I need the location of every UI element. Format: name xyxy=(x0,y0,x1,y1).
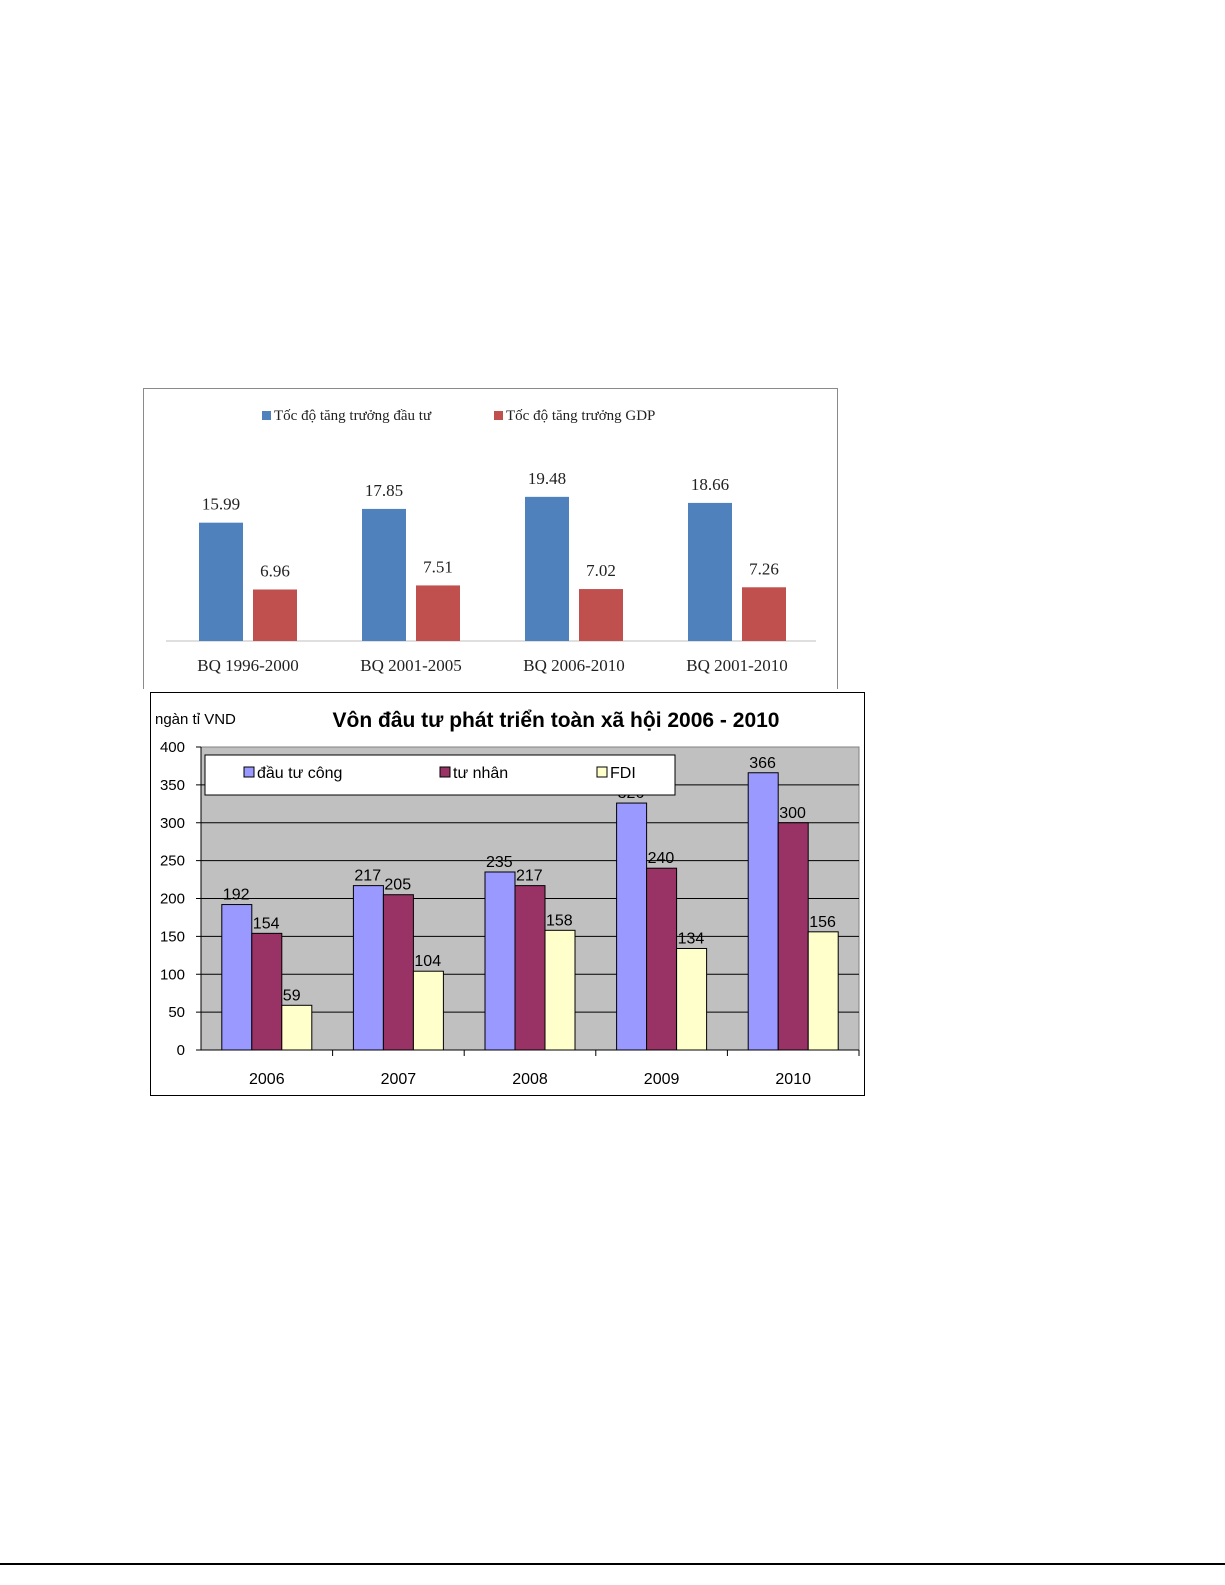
data-label-0-2: 235 xyxy=(486,854,513,871)
data-label-1-3: 240 xyxy=(648,850,675,867)
legend-label-1: Tốc độ tăng trưởng GDP xyxy=(506,408,655,424)
legend-label-0: đầu tư công xyxy=(257,765,342,782)
bar-0-1 xyxy=(362,508,406,641)
bar-2-2 xyxy=(544,929,576,1051)
x-tick-label-2: BQ 2006-2010 xyxy=(523,656,625,675)
x-tick-label-2: 2008 xyxy=(512,1071,548,1088)
bar-1-0 xyxy=(253,589,297,641)
data-label-0-0: 192 xyxy=(223,887,250,904)
legend-label-2: FDI xyxy=(610,765,636,782)
bar-1-4 xyxy=(777,822,809,1051)
y-tick-label-3: 150 xyxy=(160,928,185,945)
bar-0-1 xyxy=(352,885,384,1051)
legend-swatch-1 xyxy=(494,411,503,420)
bar-0-3 xyxy=(616,802,648,1051)
bar-0-2 xyxy=(484,871,516,1051)
y-tick-label-4: 200 xyxy=(160,891,185,908)
bar-2-3 xyxy=(676,947,708,1051)
data-label-1-4: 300 xyxy=(779,805,806,822)
bar-1-1 xyxy=(416,585,460,641)
data-label-0-0: 15.99 xyxy=(202,495,240,514)
legend-label-1: tư nhân xyxy=(453,765,508,782)
bar-2-0 xyxy=(281,1004,313,1051)
data-label-0-2: 19.48 xyxy=(528,469,566,488)
investment-gdp-growth-chart: Tốc độ tăng trưởng đầu tư Tốc độ tăng trư… xyxy=(143,388,838,689)
y-tick-label-8: 400 xyxy=(160,739,185,756)
legend-swatch-0 xyxy=(243,766,255,778)
data-label-0-1: 17.85 xyxy=(365,481,403,500)
y-tick-label-2: 100 xyxy=(160,966,185,983)
data-label-0-1: 217 xyxy=(354,868,381,885)
bar-1-3 xyxy=(742,587,786,641)
data-label-1-1: 7.51 xyxy=(423,557,453,576)
data-label-0-3: 18.66 xyxy=(691,475,729,494)
bar-0-3 xyxy=(688,502,732,641)
legend-swatch-1 xyxy=(439,766,451,778)
y-tick-label-5: 250 xyxy=(160,853,185,870)
data-label-0-4: 366 xyxy=(749,755,776,772)
y-axis-unit-label: ngàn tỉ VND xyxy=(155,711,236,728)
bar-0-4 xyxy=(747,772,779,1051)
bar-0-2 xyxy=(525,496,569,641)
investment-gdp-growth-svg: Tốc độ tăng trưởng đầu tư Tốc độ tăng trư… xyxy=(166,408,816,675)
data-label-2-1: 104 xyxy=(414,953,441,970)
data-label-1-1: 205 xyxy=(384,877,411,894)
legend-swatch-2 xyxy=(596,766,608,778)
x-tick-label-1: BQ 2001-2005 xyxy=(360,656,462,675)
bar-1-0 xyxy=(251,932,283,1051)
bar-2-4 xyxy=(807,931,839,1051)
data-label-1-0: 154 xyxy=(253,915,280,932)
bar-0-0 xyxy=(221,904,253,1051)
data-label-2-0: 59 xyxy=(283,987,301,1004)
data-label-1-2: 217 xyxy=(516,868,543,885)
data-label-1-3: 7.26 xyxy=(749,559,779,578)
x-tick-label-1: 2007 xyxy=(381,1071,417,1088)
social-investment-capital-chart: Vôn đâu tư phát triển toàn xã hội 2006 -… xyxy=(150,692,865,1096)
y-tick-label-1: 50 xyxy=(168,1004,185,1021)
bar-1-2 xyxy=(579,589,623,641)
bar-1-2 xyxy=(514,885,546,1051)
data-label-2-2: 158 xyxy=(546,912,573,929)
data-label-2-3: 134 xyxy=(678,930,705,947)
bar-2-1 xyxy=(412,970,444,1051)
data-label-1-0: 6.96 xyxy=(260,561,290,580)
legend-swatch-0 xyxy=(262,411,271,420)
y-tick-label-0: 0 xyxy=(177,1042,185,1059)
legend-label-0: Tốc độ tăng trưởng đầu tư xyxy=(274,408,432,424)
data-label-2-4: 156 xyxy=(809,914,836,931)
x-tick-label-0: BQ 1996-2000 xyxy=(197,656,299,675)
x-tick-label-0: 2006 xyxy=(249,1071,285,1088)
bar-1-3 xyxy=(646,867,678,1051)
social-investment-capital-svg: Vôn đâu tư phát triển toàn xã hội 2006 -… xyxy=(155,709,860,1088)
y-tick-label-7: 350 xyxy=(160,777,185,794)
page-bottom-rule xyxy=(0,1563,1225,1565)
y-tick-label-6: 300 xyxy=(160,815,185,832)
x-tick-label-3: 2009 xyxy=(644,1071,680,1088)
bar-0-0 xyxy=(199,522,243,641)
chart-title: Vôn đâu tư phát triển toàn xã hội 2006 -… xyxy=(333,709,780,732)
x-tick-label-4: 2010 xyxy=(775,1071,811,1088)
bar-1-1 xyxy=(382,894,414,1051)
x-tick-label-3: BQ 2001-2010 xyxy=(686,656,788,675)
data-label-1-2: 7.02 xyxy=(586,561,616,580)
